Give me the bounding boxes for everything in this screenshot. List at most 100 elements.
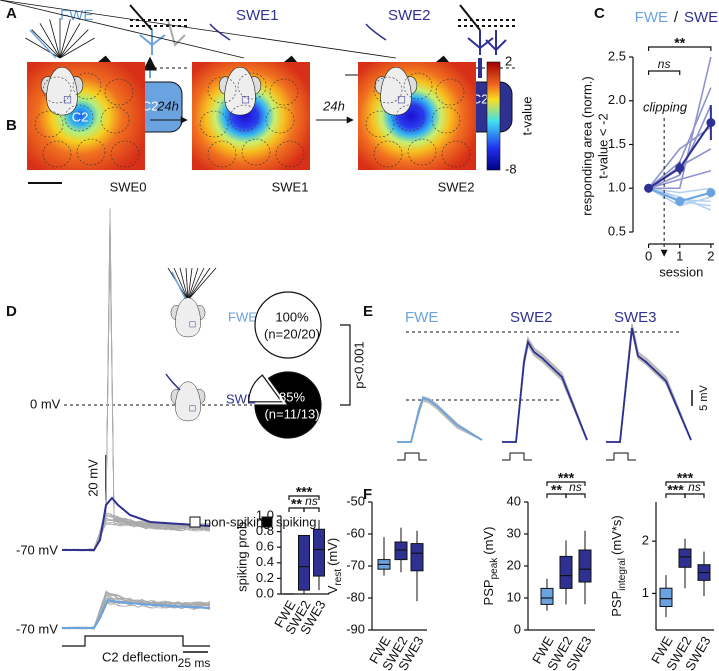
y-tick-label: 0.8: [256, 523, 274, 538]
y-label-unit: (mV): [325, 538, 340, 566]
y-tick-label: 1.0: [608, 180, 626, 195]
stimulus: [606, 452, 636, 461]
map-label: SWE1: [272, 179, 309, 194]
voltage-trace: [606, 325, 692, 443]
mean-point: [675, 163, 685, 173]
y-label-main: PSP: [481, 579, 496, 605]
voltage-trace: [61, 592, 211, 630]
y-tick-label: -70: [346, 557, 365, 572]
significance-bracket: [565, 493, 586, 498]
voltage-trace: [606, 329, 692, 443]
whisker: [39, 23, 61, 59]
significance-label: ***: [677, 470, 694, 486]
mouse-head: [218, 66, 262, 116]
condition-label: FWE: [60, 7, 93, 24]
whisker: [173, 267, 189, 301]
pie-slice: [254, 291, 322, 359]
panel-label: F: [363, 486, 372, 503]
barrel-outline: [241, 138, 271, 166]
box: [540, 587, 554, 605]
voltage-trace: [61, 593, 211, 629]
voltage-trace: [61, 595, 211, 630]
voltage-trace: [61, 208, 211, 552]
significance-bracket: [546, 481, 586, 486]
colorbar-tick: 2: [505, 53, 512, 68]
y-tick-label: 2: [642, 533, 649, 548]
voltage-trace: [61, 513, 211, 551]
whisker: [185, 267, 189, 301]
y-tick-label: 1.5: [608, 136, 626, 151]
condition-label: SWE2: [510, 309, 553, 326]
barrel-outline: [435, 78, 465, 106]
y-tick-label: 0.4: [256, 554, 274, 569]
significance-label: ***: [558, 470, 575, 486]
whisker: [187, 267, 211, 301]
colorbar-label: t-value: [519, 96, 534, 135]
voltage-trace: [61, 590, 211, 630]
box: [410, 543, 424, 572]
box: [559, 555, 573, 589]
time-label: 24h: [156, 98, 179, 113]
y-label-sub: rest: [333, 569, 344, 586]
voltage-trace: [606, 327, 692, 443]
barrel-outline: [373, 140, 403, 168]
voltage-trace: [502, 337, 588, 443]
mean-trace: [62, 598, 211, 629]
whisker: [25, 37, 61, 59]
pie-n: (n=11/13): [264, 406, 319, 421]
barrel-outline: [373, 76, 403, 104]
y-tick-label: -80: [346, 589, 365, 604]
stimulus: [397, 452, 427, 461]
voltage-trace: [502, 336, 588, 443]
significance-bracket: [684, 493, 705, 498]
barrel-outline: [42, 76, 72, 104]
window: [241, 96, 250, 104]
map-label: SWE2: [438, 179, 475, 194]
significance-label: ns: [658, 57, 671, 71]
y-tick-label: 20: [507, 557, 521, 572]
voltage-trace: [61, 515, 211, 552]
whisker: [0, 0, 397, 59]
significance-label: ***: [667, 482, 684, 498]
box: [313, 528, 325, 577]
barrel-outline: [199, 110, 229, 138]
condition-label: FWE: [405, 309, 438, 326]
y-label-main: PSP: [609, 591, 624, 617]
barrel-outline: [269, 78, 299, 106]
voltage-label: -70 mV: [16, 542, 58, 557]
whisker: [171, 271, 187, 301]
y-label-sub: peak: [489, 557, 500, 580]
significance-bracket: [647, 70, 681, 75]
box: [678, 548, 692, 568]
y-tick-label: 0.6: [256, 539, 274, 554]
y-tick-label: 0.2: [256, 570, 274, 585]
p-value: p<0.001: [351, 341, 366, 388]
y-tick-label: 2.5: [608, 48, 626, 63]
y-tick-label: -60: [346, 525, 365, 540]
mouse-label: FWE: [228, 309, 257, 324]
whisker: [187, 267, 199, 301]
significance-label: ***: [296, 484, 313, 500]
significance-label: ns: [305, 494, 318, 508]
y-tick-label: -90: [346, 621, 365, 636]
barrel-outline: [365, 110, 395, 138]
barrel-outline: [64, 104, 94, 132]
mean-trace: [397, 396, 483, 443]
window: [397, 96, 406, 104]
y-label-sub: integral: [617, 558, 628, 591]
stimulus-label: C2 deflection: [102, 649, 178, 664]
mouse-label: SWE: [226, 391, 256, 406]
barrel-outline: [395, 104, 425, 132]
legend-swatch: [261, 516, 273, 528]
significance-label: **: [291, 496, 302, 512]
voltage-trace: [61, 512, 211, 551]
voltage-trace: [502, 336, 588, 443]
barrel-outline: [275, 140, 305, 168]
significance-bracket: [665, 481, 705, 486]
significance-label: **: [551, 482, 562, 498]
stimulus: [502, 452, 532, 461]
voltage-trace: [61, 591, 211, 629]
mean-trace: [62, 496, 211, 551]
significance-bracket: [288, 495, 320, 500]
voltage-trace: [61, 592, 211, 630]
